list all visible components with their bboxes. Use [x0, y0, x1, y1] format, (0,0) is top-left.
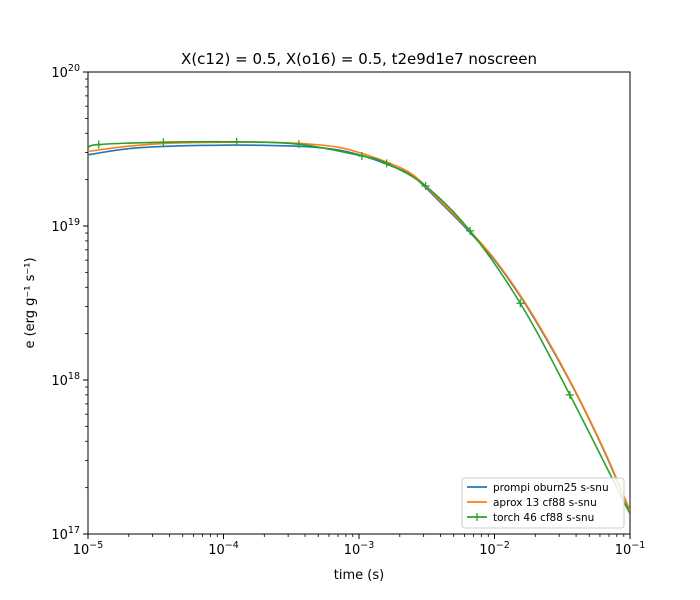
legend-items: prompi oburn25 s-snu aprox 13 cf88 s-snu t… [467, 482, 609, 524]
chart-title: X(c12) = 0.5, X(o16) = 0.5, t2e9d1e7 nos… [181, 50, 537, 68]
y-tick-label: 1018 [51, 371, 80, 389]
plot-frame [87, 71, 631, 535]
legend-box [461, 477, 625, 529]
x-tick-label: 10−5 [73, 540, 104, 558]
y-axis-label: e (erg g⁻¹ s⁻¹) [23, 257, 38, 348]
y-tick-label: 1020 [51, 63, 80, 81]
series-2 [88, 137, 630, 515]
tick-layer: 10−5 10−4 10−3 10−2 10−1 1017 1018 1019 1020 [51, 63, 645, 558]
legend-label: torch 46 cf88 s-snu [493, 512, 594, 524]
plot-area [87, 71, 631, 535]
x-tick-label: 10−3 [344, 540, 375, 558]
y-tick-label: 1017 [51, 525, 80, 543]
x-axis-label: time (s) [334, 568, 384, 583]
y-tick-label: 1019 [51, 217, 80, 235]
legend: prompi oburn25 s-snu aprox 13 cf88 s-snu t… [461, 477, 625, 529]
x-tick-label: 10−1 [615, 540, 646, 558]
x-tick-label: 10−4 [208, 540, 239, 558]
x-tick-label: 10−2 [479, 540, 510, 558]
legend-label: prompi oburn25 s-snu [493, 482, 609, 494]
legend-label: aprox 13 cf88 s-snu [493, 497, 597, 509]
series-layer [88, 137, 630, 515]
